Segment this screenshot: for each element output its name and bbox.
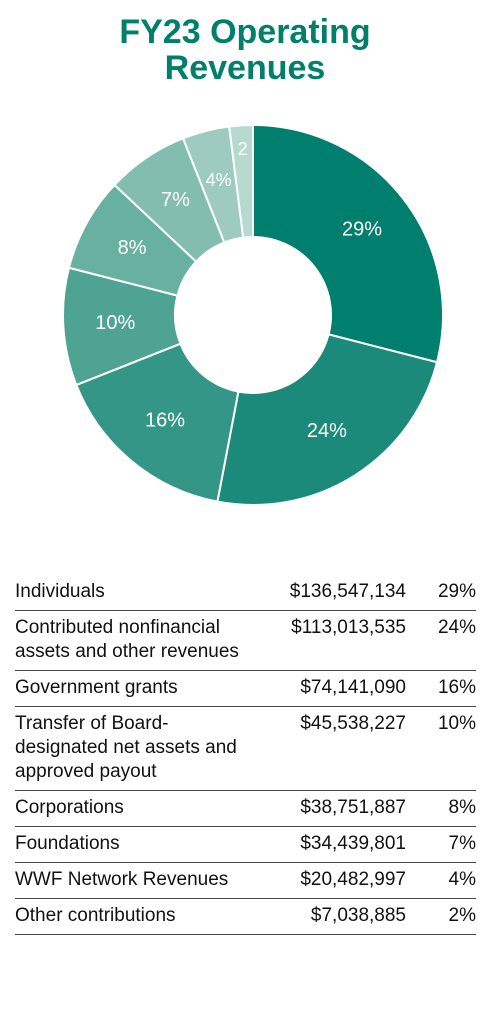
slice-label: 16%: [145, 410, 185, 432]
row-name: Foundations: [15, 826, 265, 863]
slice-label: 24%: [307, 420, 347, 442]
table-row: Other contributions $7,038,885 2%: [15, 898, 476, 935]
donut-chart: 29% 24% 16% 10% 8% 7% 4% 2: [62, 123, 444, 506]
row-amount: $20,482,997: [265, 862, 406, 899]
row-name: Other contributions: [15, 898, 265, 935]
slice-label: 2: [238, 139, 248, 159]
row-percent: 7%: [406, 826, 476, 863]
row-percent: 8%: [406, 790, 476, 827]
row-percent: 2%: [406, 898, 476, 935]
slice-label: 10%: [95, 312, 135, 334]
row-amount: $7,038,885: [265, 898, 406, 935]
row-name: Transfer of Board-designated net assets …: [15, 706, 265, 791]
row-name: Corporations: [15, 790, 265, 827]
row-amount: $45,538,227: [265, 706, 406, 791]
revenue-table: Individuals $136,547,134 29% Contributed no…: [15, 575, 476, 935]
slice-label: 8%: [118, 237, 147, 259]
table-row: Contributed nonfinancial assets and othe…: [15, 610, 476, 671]
chart-title: FY23 Operating Revenues: [119, 13, 371, 87]
donut-slice: [216, 333, 439, 506]
row-name: Government grants: [15, 670, 265, 707]
row-percent: 16%: [406, 670, 476, 707]
row-percent: 24%: [406, 610, 476, 671]
row-name: Individuals: [15, 575, 265, 611]
table-row: Government grants $74,141,090 16%: [15, 670, 476, 707]
row-name: WWF Network Revenues: [15, 862, 265, 899]
table-row: Corporations $38,751,887 8%: [15, 790, 476, 827]
donut-slice: [228, 123, 254, 239]
row-amount: $136,547,134: [265, 575, 406, 611]
row-amount: $34,439,801: [265, 826, 406, 863]
row-amount: $74,141,090: [265, 670, 406, 707]
row-percent: 29%: [406, 575, 476, 611]
row-percent: 10%: [406, 706, 476, 791]
slice-label: 7%: [161, 189, 190, 211]
slice-label: 4%: [206, 170, 232, 190]
donut-slice: [252, 123, 444, 364]
row-name: Contributed nonfinancial assets and othe…: [15, 610, 265, 671]
table-row: Foundations $34,439,801 7%: [15, 826, 476, 863]
table-row: Individuals $136,547,134 29%: [15, 575, 476, 611]
slice-label: 29%: [342, 219, 382, 241]
table-row: WWF Network Revenues $20,482,997 4%: [15, 862, 476, 899]
table-row: Transfer of Board-designated net assets …: [15, 706, 476, 791]
row-percent: 4%: [406, 862, 476, 899]
row-amount: $38,751,887: [265, 790, 406, 827]
row-amount: $113,013,535: [265, 610, 406, 671]
donut-slice: [75, 342, 240, 503]
